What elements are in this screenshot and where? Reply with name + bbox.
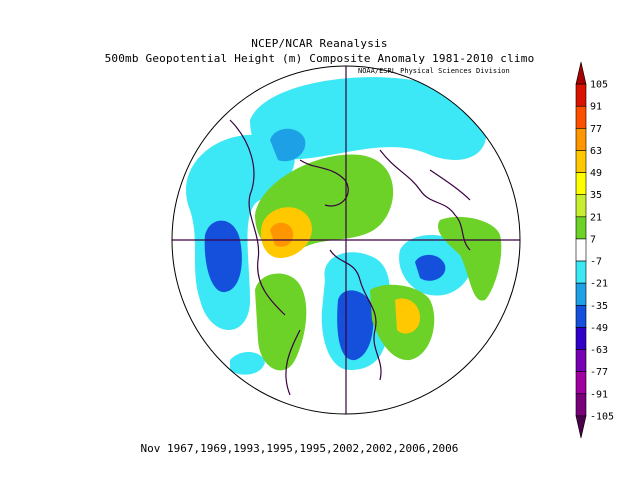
colorbar-tick-label: -7 bbox=[590, 257, 602, 268]
anomaly-pos-atlantic bbox=[255, 273, 307, 371]
colorbar-tick-label: 35 bbox=[590, 190, 602, 201]
colorbar-tick-label: 77 bbox=[590, 124, 602, 135]
colorbar-tick-label: 105 bbox=[590, 80, 608, 91]
anomaly-neg-south bbox=[230, 351, 265, 375]
colorbar-tick-label: -21 bbox=[590, 279, 608, 290]
colorbar-swatch bbox=[575, 83, 587, 107]
colorbar-tick-label: -77 bbox=[590, 367, 608, 378]
coastlines bbox=[229, 119, 471, 396]
globe-border bbox=[171, 65, 521, 415]
colorbar-swatch bbox=[575, 260, 587, 284]
colorbar-tick-label: -91 bbox=[590, 389, 608, 400]
anomaly-pos-europe bbox=[438, 216, 502, 301]
colorbar-tick-label: -49 bbox=[590, 323, 608, 334]
footer-dates: Nov 1967,1969,1993,1995,1995,2002,2002,2… bbox=[140, 442, 459, 455]
colorbar-swatch bbox=[575, 304, 587, 328]
anomaly-neg-west-core bbox=[204, 220, 242, 293]
credit-text: NOAA/ESRL Physical Sciences Division bbox=[358, 67, 510, 75]
colorbar-tick-label: 91 bbox=[590, 102, 602, 113]
colorbar-tick-label: -63 bbox=[590, 345, 608, 356]
colorbar-swatch bbox=[575, 61, 587, 85]
colorbar-swatch bbox=[575, 415, 587, 439]
colorbar-swatch bbox=[575, 282, 587, 306]
colorbar-tick-label: 49 bbox=[590, 168, 602, 179]
anomaly-pos-pacific-core bbox=[395, 298, 420, 334]
colorbar-swatch bbox=[575, 105, 587, 129]
colorbar-tick-label: -35 bbox=[590, 301, 608, 312]
colorbar-swatch bbox=[575, 150, 587, 173]
colorbar-swatch bbox=[575, 393, 587, 417]
colorbar-tick-label: 21 bbox=[590, 212, 602, 223]
colorbar-swatch bbox=[575, 128, 587, 151]
colorbar-tick-label: -105 bbox=[590, 411, 614, 422]
colorbar-swatch bbox=[575, 349, 587, 372]
anomaly-neg-east-core bbox=[415, 254, 446, 281]
chart-subtitle: 500mb Geopotential Height (m) Composite … bbox=[104, 52, 535, 65]
colorbar-swatch bbox=[575, 172, 587, 196]
colorbar-tick-label: 63 bbox=[590, 146, 602, 157]
colorbar-swatch bbox=[575, 216, 587, 240]
chart-title: NCEP/NCAR Reanalysis bbox=[251, 37, 388, 50]
colorbar-swatch bbox=[575, 371, 587, 395]
colorbar-swatch bbox=[575, 327, 587, 350]
anomaly-neg-north-core bbox=[270, 128, 306, 162]
colorbar-tick-label: 7 bbox=[590, 234, 596, 245]
colorbar-swatch bbox=[575, 194, 587, 218]
anomaly-neg-north bbox=[250, 77, 487, 160]
colorbar-swatch bbox=[575, 238, 587, 262]
anomaly-pos-arctic-max bbox=[270, 222, 294, 247]
